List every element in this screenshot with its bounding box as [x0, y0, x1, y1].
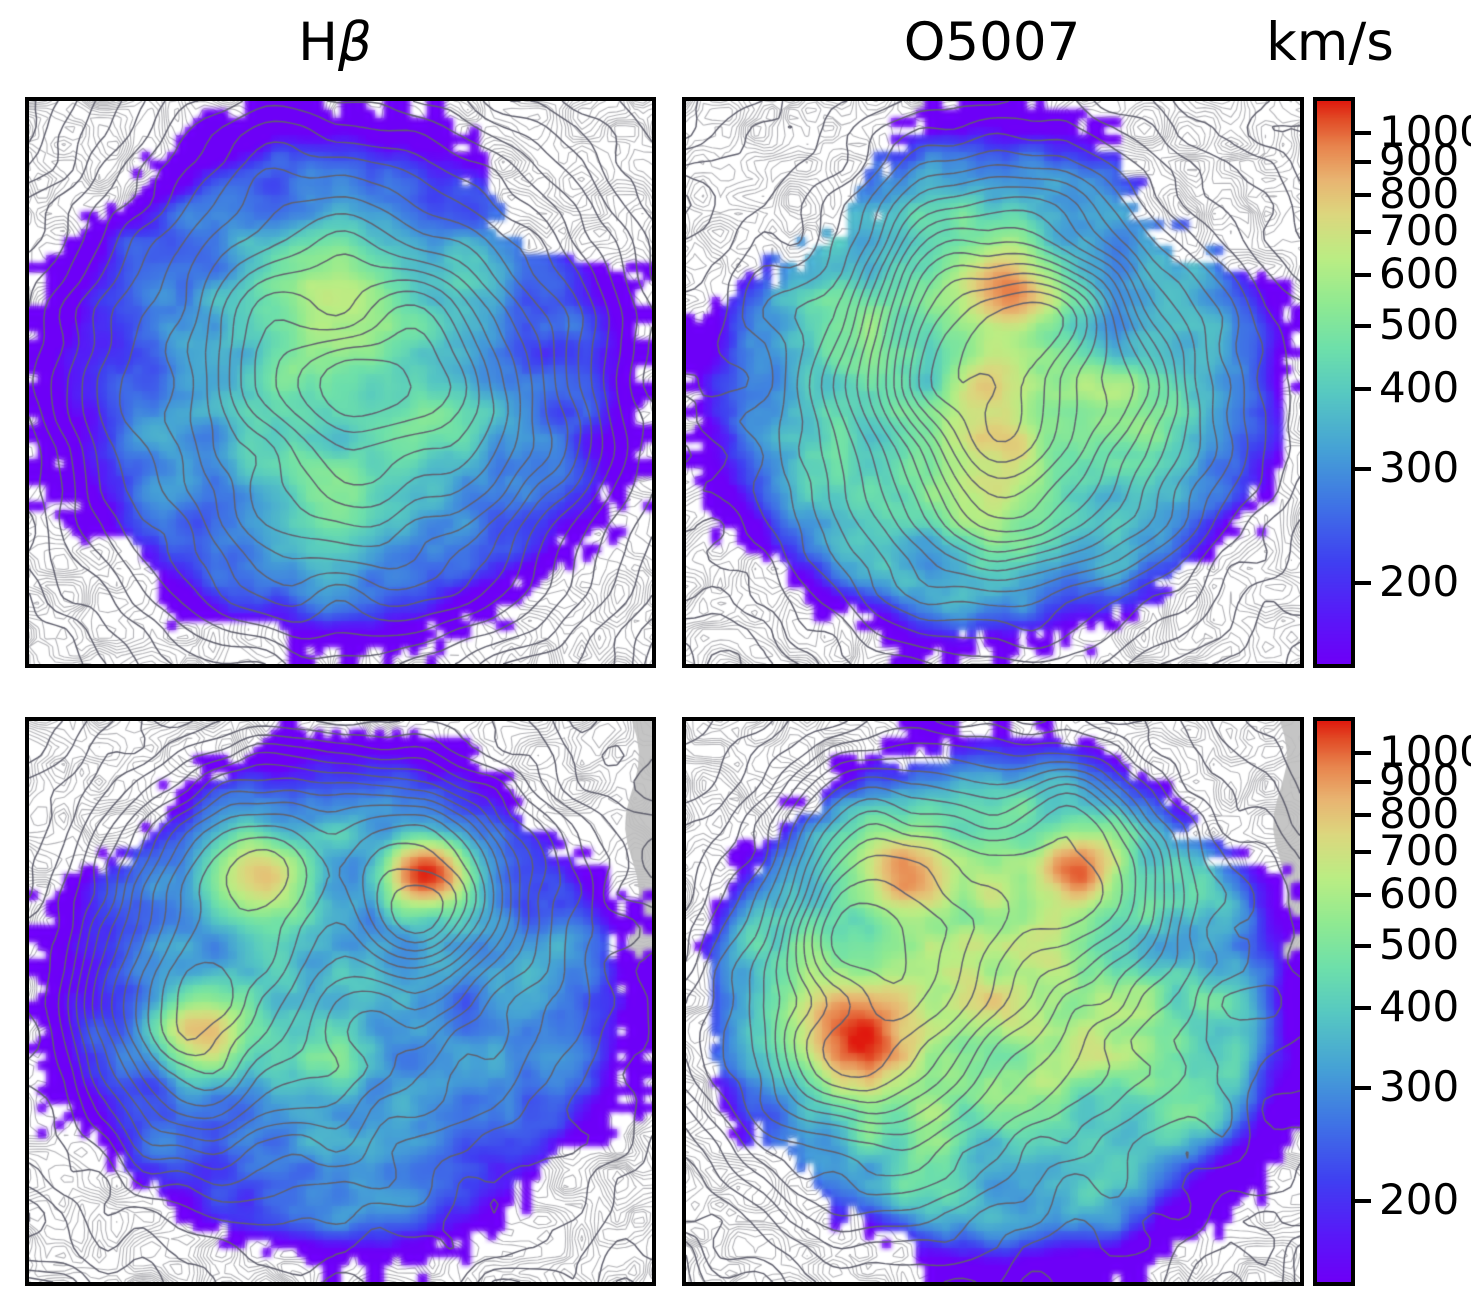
title-text-h: H	[298, 12, 339, 73]
colorbar-tick-700	[1355, 230, 1371, 234]
colorbar-tick-300	[1355, 467, 1371, 471]
colorbar-tick-label: 1000	[1379, 107, 1471, 156]
colorbar-tick-300	[1355, 1086, 1371, 1090]
panel-bottom-right-o5007[interactable]	[682, 717, 1304, 1286]
colorbar-canvas	[1317, 721, 1351, 1282]
colorbar-tick-label: 800	[1379, 169, 1460, 218]
colorbar-bottom: 200 300 400 5006007008009001000	[1313, 717, 1471, 1286]
colorbar-tick-1000	[1355, 751, 1371, 755]
colorbar-tick-label: 600	[1379, 249, 1460, 298]
colorbar-gradient-bottom	[1313, 717, 1355, 1286]
colorbar-tick-label: 900	[1379, 756, 1460, 805]
panel-top-left-hbeta[interactable]	[25, 97, 656, 668]
colorbar-tick-label: 700	[1379, 206, 1460, 255]
heatmap-canvas-top-left	[29, 101, 652, 664]
colorbar-tick-800	[1355, 813, 1371, 817]
colorbar-tick-label: 700	[1379, 826, 1460, 875]
colorbar-tick-label: 200	[1379, 1175, 1460, 1224]
colorbar-tick-200	[1355, 1199, 1371, 1203]
heatmap-canvas-bottom-right	[686, 721, 1300, 1282]
heatmap-canvas-top-right	[686, 101, 1300, 664]
colorbar-units-label: km/s	[1266, 12, 1394, 73]
colorbar-tick-700	[1355, 850, 1371, 854]
colorbar-tick-500	[1355, 944, 1371, 948]
panel-title-o5007: O5007	[903, 12, 1081, 73]
colorbar-tick-label: 1000	[1379, 727, 1471, 776]
colorbar-tick-200	[1355, 581, 1371, 585]
colorbar-tick-800	[1355, 193, 1371, 197]
colorbar-tick-1000	[1355, 131, 1371, 135]
title-text-beta: β	[338, 12, 372, 73]
colorbar-gradient-top	[1313, 97, 1355, 668]
colorbar-tick-900	[1355, 160, 1371, 164]
colorbar-tick-500	[1355, 324, 1371, 328]
colorbar-canvas	[1317, 101, 1351, 664]
colorbar-tick-label: 500	[1379, 300, 1460, 349]
colorbar-tick-label: 300	[1379, 443, 1460, 492]
colorbar-tick-600	[1355, 273, 1371, 277]
colorbar-tick-label: 200	[1379, 557, 1460, 606]
colorbar-tick-label: 500	[1379, 920, 1460, 969]
colorbar-tick-400	[1355, 387, 1371, 391]
colorbar-tick-label: 800	[1379, 789, 1460, 838]
panel-title-hbeta: Hβ	[235, 12, 435, 73]
colorbar-tick-600	[1355, 893, 1371, 897]
colorbar-tick-label: 900	[1379, 136, 1460, 185]
colorbar-tick-900	[1355, 780, 1371, 784]
colorbar-tick-label: 300	[1379, 1062, 1460, 1111]
colorbar-tick-label: 600	[1379, 869, 1460, 918]
colorbar-tick-label: 400	[1379, 363, 1460, 412]
panel-bottom-left-hbeta[interactable]	[25, 717, 656, 1286]
panel-top-right-o5007[interactable]	[682, 97, 1304, 668]
colorbar-tick-label: 400	[1379, 982, 1460, 1031]
heatmap-canvas-bottom-left	[29, 721, 652, 1282]
colorbar-tick-400	[1355, 1006, 1371, 1010]
colorbar-top: 200 300 400 5006007008009001000	[1313, 97, 1471, 668]
